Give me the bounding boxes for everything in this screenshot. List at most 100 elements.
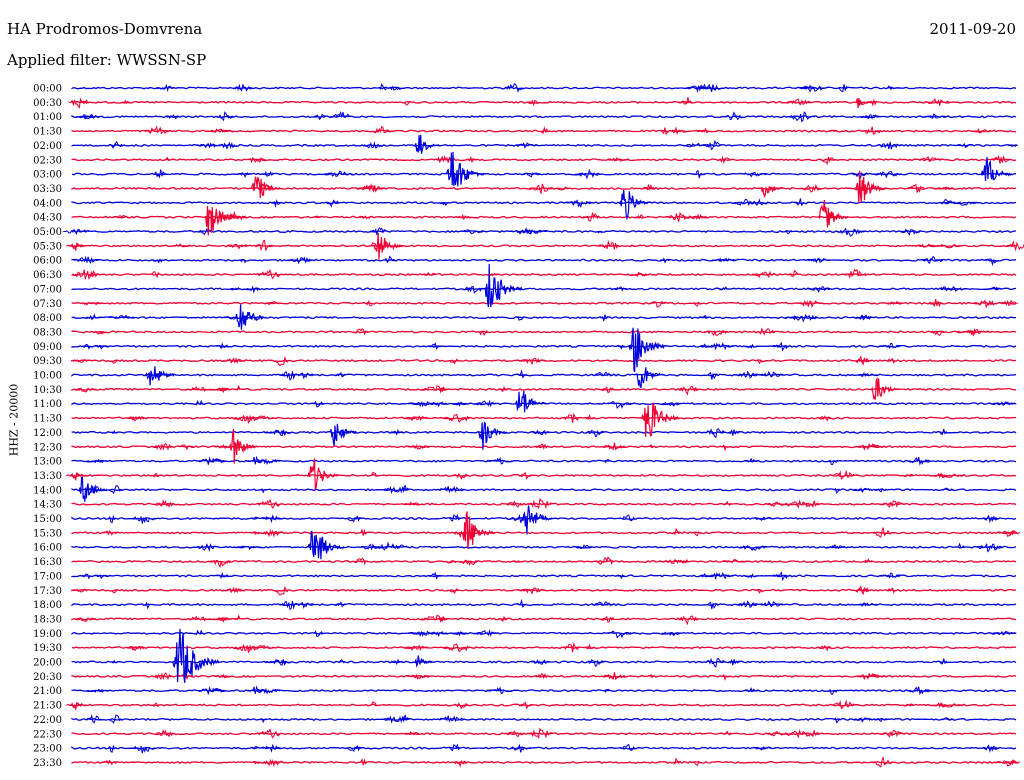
- noise-burst: [462, 286, 484, 294]
- trace-line: [71, 330, 1017, 334]
- noise-burst: [873, 717, 890, 723]
- noise-burst: [686, 84, 714, 94]
- seismic-event: [373, 232, 404, 260]
- noise-burst: [933, 243, 963, 249]
- trace-line: [71, 215, 1017, 219]
- noise-burst: [198, 227, 213, 236]
- noise-burst: [972, 299, 998, 309]
- time-tick-label: 20:00: [33, 658, 62, 669]
- noise-burst: [787, 111, 816, 123]
- noise-burst: [856, 672, 879, 681]
- noise-burst: [830, 469, 859, 480]
- noise-burst: [789, 313, 818, 323]
- noise-burst: [352, 557, 369, 566]
- noise-burst: [229, 286, 241, 291]
- noise-burst: [876, 141, 903, 150]
- seismic-event: [446, 151, 485, 187]
- noise-burst: [239, 258, 247, 264]
- noise-burst: [1004, 529, 1020, 536]
- noise-burst: [216, 111, 234, 122]
- noise-burst: [800, 183, 823, 193]
- noise-burst: [490, 272, 500, 276]
- time-tick-label: 07:00: [33, 284, 62, 295]
- noise-burst: [880, 729, 906, 738]
- noise-burst: [617, 344, 625, 350]
- noise-burst: [323, 170, 353, 177]
- seismic-event: [855, 170, 887, 204]
- noise-burst: [329, 110, 353, 119]
- time-tick-label: 17:30: [33, 586, 62, 597]
- noise-burst: [110, 360, 118, 364]
- time-tick-label: 00:00: [33, 84, 62, 95]
- noise-burst: [678, 100, 693, 105]
- noise-burst: [374, 541, 402, 551]
- noise-burst: [153, 169, 167, 179]
- noise-burst: [745, 343, 758, 350]
- trace-line: [71, 531, 1017, 535]
- time-tick-label: 06:30: [33, 270, 62, 281]
- time-tick-label: 12:30: [33, 442, 62, 453]
- noise-burst: [232, 644, 262, 654]
- noise-burst: [450, 630, 469, 636]
- noise-burst: [872, 756, 892, 768]
- noise-burst: [956, 142, 972, 148]
- noise-burst: [404, 501, 420, 506]
- trace-line: [71, 129, 1017, 133]
- noise-burst: [255, 498, 285, 509]
- noise-burst: [933, 186, 954, 190]
- time-tick-label: 15:30: [33, 528, 62, 539]
- noise-burst: [521, 172, 542, 178]
- trace-line: [71, 158, 1017, 162]
- noise-burst: [63, 228, 90, 236]
- seismic-event: [760, 185, 784, 199]
- noise-burst: [647, 673, 654, 677]
- time-tick-label: 03:00: [33, 170, 62, 181]
- noise-burst: [505, 730, 526, 738]
- noise-burst: [222, 586, 245, 594]
- noise-burst: [929, 299, 944, 308]
- noise-burst: [509, 743, 532, 753]
- noise-burst: [165, 114, 180, 120]
- time-tick-label: 10:30: [33, 385, 62, 396]
- noise-burst: [706, 371, 719, 380]
- noise-burst: [185, 386, 211, 392]
- noise-burst: [997, 530, 1019, 538]
- noise-burst: [723, 500, 733, 506]
- noise-burst: [574, 168, 602, 180]
- noise-burst: [262, 170, 275, 177]
- time-tick-label: 19:30: [33, 643, 62, 654]
- noise-burst: [872, 527, 892, 539]
- noise-burst: [291, 372, 315, 380]
- noise-burst: [772, 571, 790, 582]
- trace-line: [71, 516, 1017, 521]
- noise-burst: [516, 598, 527, 609]
- noise-burst: [259, 717, 268, 724]
- noise-burst: [906, 456, 932, 466]
- time-tick-label: 06:00: [33, 256, 62, 267]
- noise-burst: [93, 330, 105, 335]
- noise-burst: [402, 414, 429, 422]
- noise-burst: [987, 286, 1002, 291]
- noise-burst: [936, 428, 948, 435]
- seismic-event: [870, 376, 899, 400]
- time-tick-label: 03:30: [33, 184, 62, 195]
- date-label: 2011-09-20: [929, 20, 1016, 38]
- noise-burst: [985, 258, 999, 267]
- time-tick-label: 23:30: [33, 758, 62, 769]
- noise-burst: [359, 758, 368, 766]
- noise-burst: [887, 300, 904, 305]
- time-tick-labels: 00:00 00:30 01:00 01:30 02:00 02:30 03:00 03:30…: [33, 84, 62, 769]
- noise-burst: [428, 401, 448, 408]
- noise-burst: [70, 588, 91, 593]
- noise-burst: [982, 744, 999, 754]
- noise-burst: [109, 314, 136, 320]
- seismic-event: [172, 628, 220, 683]
- noise-burst: [251, 746, 260, 750]
- noise-burst: [950, 201, 977, 206]
- noise-burst: [751, 270, 777, 279]
- noise-burst: [957, 330, 964, 334]
- noise-burst: [334, 601, 346, 608]
- time-tick-label: 07:30: [33, 299, 62, 310]
- time-tick-label: 05:30: [33, 241, 62, 252]
